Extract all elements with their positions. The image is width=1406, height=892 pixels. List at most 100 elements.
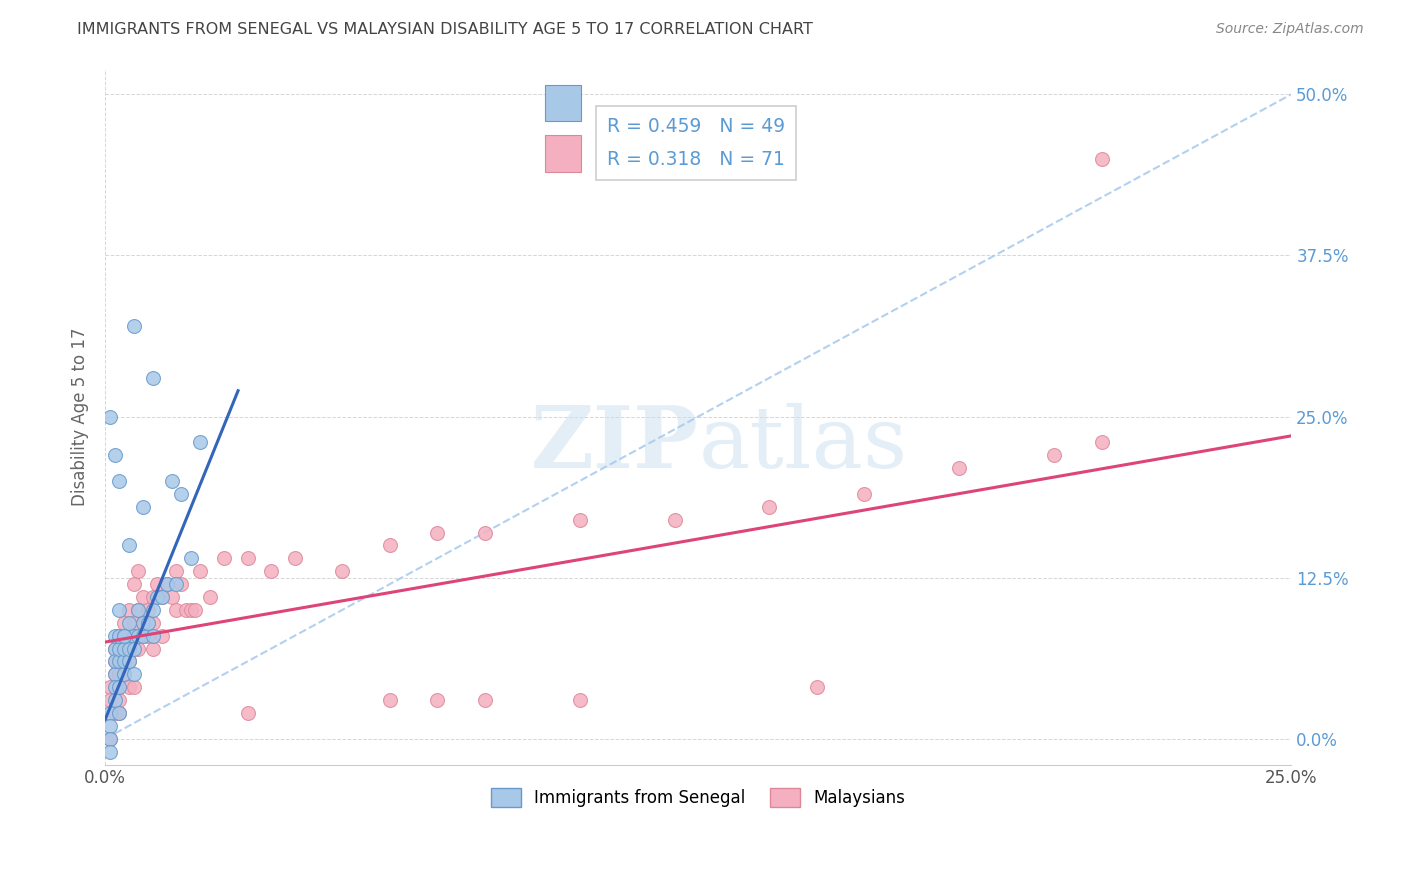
Point xyxy=(568,513,591,527)
Point xyxy=(98,706,121,720)
Point xyxy=(474,525,496,540)
Point xyxy=(127,629,149,643)
Point xyxy=(236,706,259,720)
Point xyxy=(142,371,165,385)
Point xyxy=(104,667,127,681)
Point xyxy=(112,629,135,643)
FancyBboxPatch shape xyxy=(546,136,581,171)
Text: ZIP: ZIP xyxy=(530,402,699,486)
Point xyxy=(1090,435,1112,450)
Point xyxy=(160,590,183,604)
Point xyxy=(112,641,135,656)
Point xyxy=(132,500,155,514)
Point xyxy=(170,577,193,591)
Point xyxy=(112,629,135,643)
Point xyxy=(165,564,187,578)
Point xyxy=(332,564,354,578)
Point xyxy=(236,551,259,566)
Point xyxy=(122,319,145,334)
Point xyxy=(174,603,197,617)
Point xyxy=(136,603,159,617)
Point xyxy=(165,603,187,617)
Point xyxy=(118,615,141,630)
Point xyxy=(188,564,211,578)
Point xyxy=(853,487,876,501)
Point xyxy=(150,629,173,643)
Point xyxy=(122,680,145,694)
Point xyxy=(170,487,193,501)
Text: Source: ZipAtlas.com: Source: ZipAtlas.com xyxy=(1216,22,1364,37)
Point xyxy=(108,706,131,720)
Point xyxy=(146,590,169,604)
Point xyxy=(156,577,179,591)
Point xyxy=(127,603,149,617)
Point xyxy=(156,577,179,591)
Point xyxy=(142,603,165,617)
Point xyxy=(108,680,131,694)
Point xyxy=(426,525,449,540)
Point xyxy=(108,654,131,668)
Point xyxy=(132,615,155,630)
Point xyxy=(104,706,127,720)
Legend: Immigrants from Senegal, Malaysians: Immigrants from Senegal, Malaysians xyxy=(482,780,914,815)
Point xyxy=(664,513,686,527)
Point xyxy=(104,654,127,668)
Point xyxy=(108,474,131,488)
Point xyxy=(180,603,202,617)
Point xyxy=(112,615,135,630)
Point xyxy=(104,654,127,668)
Point xyxy=(132,590,155,604)
Point xyxy=(104,629,127,643)
Point xyxy=(160,474,183,488)
Point xyxy=(112,641,135,656)
Point xyxy=(98,680,121,694)
Point xyxy=(146,577,169,591)
Point xyxy=(180,551,202,566)
Point xyxy=(98,719,121,733)
Point xyxy=(378,538,401,552)
Point xyxy=(122,615,145,630)
Point xyxy=(118,641,141,656)
Point xyxy=(150,590,173,604)
Point xyxy=(188,435,211,450)
Text: atlas: atlas xyxy=(699,403,907,486)
Point xyxy=(118,680,141,694)
Point xyxy=(108,629,131,643)
Point xyxy=(112,654,135,668)
Point xyxy=(212,551,235,566)
Point xyxy=(98,693,121,707)
Point xyxy=(104,641,127,656)
Y-axis label: Disability Age 5 to 17: Disability Age 5 to 17 xyxy=(72,327,89,506)
Point xyxy=(284,551,307,566)
Point xyxy=(150,590,173,604)
Point xyxy=(127,641,149,656)
Point xyxy=(136,629,159,643)
Point xyxy=(108,693,131,707)
Point xyxy=(104,641,127,656)
Point xyxy=(474,693,496,707)
Point xyxy=(112,629,135,643)
Point xyxy=(758,500,780,514)
Point xyxy=(104,693,127,707)
Point xyxy=(136,615,159,630)
Point xyxy=(98,731,121,746)
Point xyxy=(118,654,141,668)
Point xyxy=(108,629,131,643)
Point xyxy=(142,629,165,643)
Point xyxy=(142,615,165,630)
Point xyxy=(378,693,401,707)
Point xyxy=(98,409,121,424)
Point xyxy=(118,654,141,668)
FancyBboxPatch shape xyxy=(546,85,581,120)
Point xyxy=(132,615,155,630)
Point xyxy=(108,680,131,694)
Point xyxy=(1090,152,1112,166)
Point xyxy=(127,603,149,617)
Point xyxy=(112,667,135,681)
Point xyxy=(108,641,131,656)
Point xyxy=(118,538,141,552)
Point xyxy=(98,731,121,746)
Point xyxy=(132,629,155,643)
Point xyxy=(112,667,135,681)
Point xyxy=(104,448,127,462)
